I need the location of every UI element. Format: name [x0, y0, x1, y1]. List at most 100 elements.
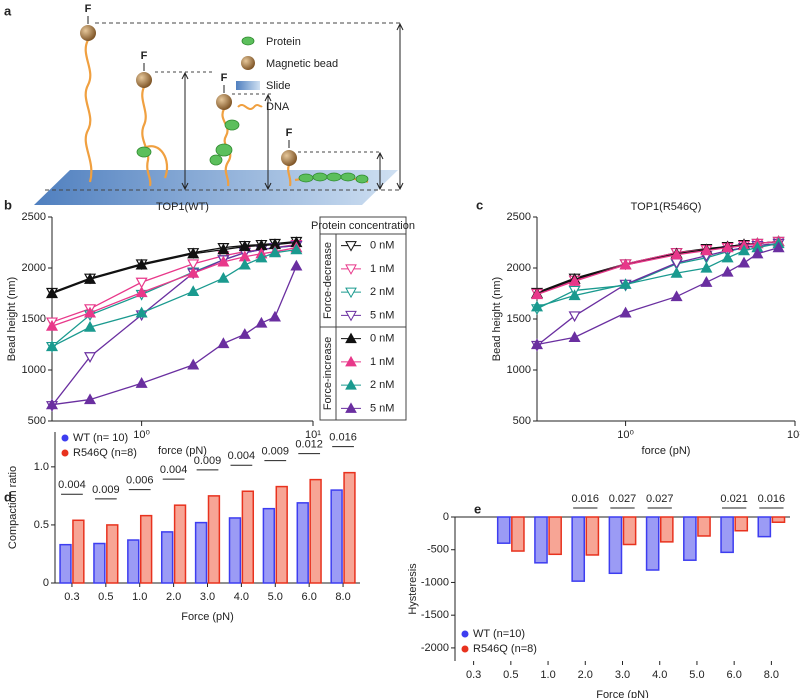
data-point: [568, 275, 581, 286]
y-tick-label: 0: [43, 577, 49, 589]
data-point: [217, 255, 230, 267]
chart-title: TOP1(WT): [156, 201, 209, 213]
bar: [106, 524, 119, 584]
data-point: [135, 277, 148, 289]
data-point: [700, 261, 713, 273]
x-tick-label: 8.0: [335, 591, 350, 603]
y-tick-label: -500: [427, 544, 449, 556]
data-point: [568, 331, 581, 342]
bar: [659, 516, 674, 543]
significance-label: 0.004: [160, 464, 188, 476]
y-tick-label: 2000: [22, 262, 46, 274]
legend-box: [319, 216, 407, 421]
legend-label: DNA: [266, 101, 290, 113]
data-point: [700, 244, 713, 256]
legend-label: 1 nM: [370, 356, 394, 368]
bar: [93, 542, 106, 584]
x-tick-label: 5.0: [268, 591, 283, 603]
data-point: [238, 258, 251, 270]
bar: [127, 539, 140, 584]
y-tick-label: 1500: [22, 313, 46, 325]
bar: [697, 516, 711, 537]
diagram: F F F F Protein Magnetic bead Slide DNA: [34, 3, 404, 205]
y-axis-label: Bead height (nm): [491, 277, 503, 361]
legend-marker: [461, 645, 469, 653]
data-point: [530, 338, 544, 350]
data-point: [217, 337, 230, 349]
x-tick-label: 3.0: [200, 591, 215, 603]
panel-letter: d: [4, 489, 12, 504]
data-point: [45, 398, 59, 410]
significance-label: 0.009: [92, 484, 120, 496]
data-point: [619, 278, 632, 289]
data-point: [568, 311, 581, 323]
bead: [216, 94, 232, 110]
legend-label: 5 nM: [370, 309, 394, 321]
y-tick-label: 2500: [507, 211, 531, 223]
legend-group-label: Force-decrease: [322, 242, 334, 319]
bar: [496, 516, 511, 544]
data-point: [268, 246, 281, 258]
x-tick-label: 4.0: [652, 669, 667, 681]
data-point: [530, 288, 544, 300]
data-point: [568, 289, 581, 301]
significance-label: 0.009: [194, 455, 222, 467]
legend-label: R546Q (n=8): [73, 447, 137, 459]
legend-label: WT (n=10): [473, 628, 525, 640]
data-point: [84, 320, 97, 332]
chart-title: TOP1(R546Q): [631, 201, 702, 213]
bar: [228, 517, 242, 584]
data-point: [268, 310, 281, 322]
x-axis-label: Force (pN): [181, 611, 234, 623]
x-tick-label: 4.0: [234, 591, 249, 603]
y-tick-label: 2000: [507, 262, 531, 274]
force-label: F: [85, 3, 92, 15]
x-tick-label: 10⁰: [133, 429, 150, 441]
data-point: [135, 377, 148, 388]
legend-label: 5 nM: [370, 402, 394, 414]
bar: [771, 516, 786, 523]
panel-letter: b: [4, 197, 12, 212]
x-tick-label: 10¹: [787, 429, 800, 441]
data-point: [45, 287, 59, 299]
force-label: F: [286, 127, 293, 139]
data-point: [772, 241, 785, 253]
x-axis-label: force (pN): [642, 445, 691, 457]
dna: [84, 39, 369, 187]
data-point: [721, 265, 734, 277]
y-tick-label: -1500: [421, 609, 449, 621]
significance-label: 0.027: [609, 493, 637, 505]
y-tick-label: 500: [513, 415, 531, 427]
legend-marker: [345, 402, 357, 413]
data-point: [187, 266, 200, 278]
bar: [571, 516, 586, 582]
bar: [330, 489, 343, 584]
legend-label: 2 nM: [370, 286, 394, 298]
bar: [343, 471, 356, 584]
legend-label: Slide: [266, 80, 290, 92]
x-tick-label: 0.3: [64, 591, 79, 603]
significance-label: 0.027: [646, 493, 674, 505]
bead: [80, 25, 96, 41]
bar: [548, 516, 562, 556]
x-tick-label: 8.0: [764, 669, 779, 681]
significance-label: 0.012: [295, 439, 323, 451]
force-label: F: [141, 50, 148, 62]
x-axis-label: force (pN): [158, 445, 207, 457]
data-point: [700, 276, 713, 287]
data-point: [187, 247, 200, 259]
legend-title: Protein concentration: [311, 220, 415, 232]
x-tick-label: 6.0: [302, 591, 317, 603]
significance-label: 0.004: [58, 479, 86, 491]
legend-label: Magnetic bead: [266, 58, 338, 70]
significance-label: 0.016: [572, 493, 600, 505]
data-point: [670, 266, 683, 278]
data-point: [751, 247, 764, 259]
x-tick-label: 1.0: [132, 591, 147, 603]
bar: [757, 516, 772, 538]
legend-dna: [237, 104, 263, 110]
data-point: [255, 316, 268, 328]
data-point: [217, 243, 230, 255]
significance-label: 0.006: [126, 475, 154, 487]
